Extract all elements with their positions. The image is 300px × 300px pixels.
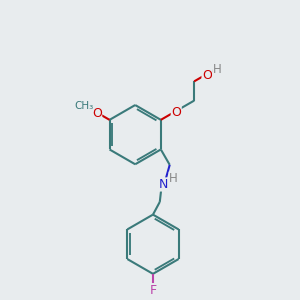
Text: H: H <box>213 63 222 76</box>
Text: CH₃: CH₃ <box>74 101 94 111</box>
Text: H: H <box>169 172 178 185</box>
Text: O: O <box>92 107 102 120</box>
Text: N: N <box>158 178 168 191</box>
Text: F: F <box>149 284 157 297</box>
Text: O: O <box>202 69 212 82</box>
Text: O: O <box>171 106 181 119</box>
